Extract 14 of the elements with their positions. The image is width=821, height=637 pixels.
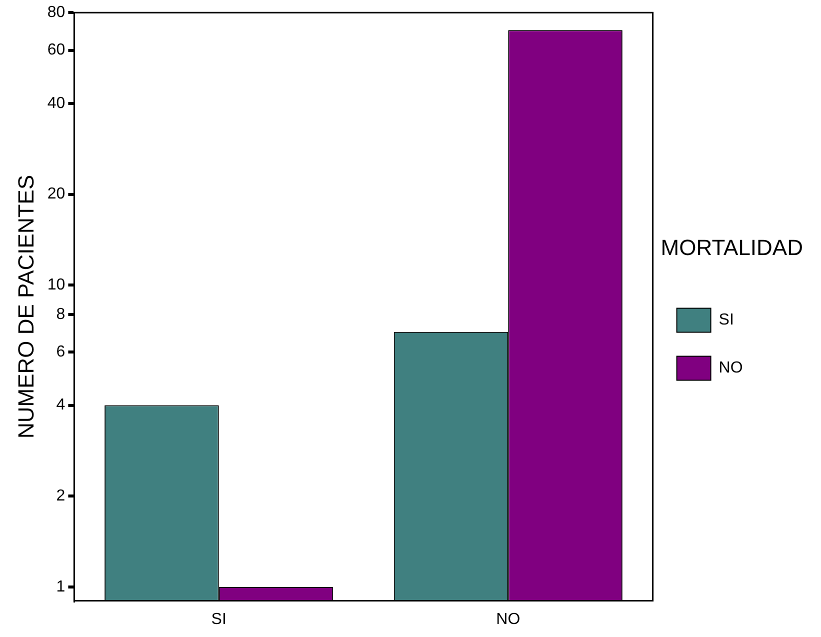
y-axis-title: NUMERO DE PACIENTES (13, 174, 38, 439)
y-tick-label: 40 (47, 94, 66, 112)
y-tick-label: 8 (56, 306, 66, 323)
y-tick-label: 60 (47, 42, 66, 59)
y-tick-label: 6 (56, 344, 66, 361)
y-tick-label: 20 (47, 186, 66, 203)
y-tick-label: 1 (56, 578, 66, 596)
legend-label: NO (718, 360, 743, 377)
y-tick-label: 4 (56, 396, 66, 414)
y-tick-label: 80 (47, 4, 66, 22)
y-tick-label: 2 (56, 488, 66, 505)
legend-title: MORTALIDAD (660, 234, 804, 260)
legend-label: SI (718, 312, 734, 329)
y-tick-label: 10 (47, 276, 66, 294)
